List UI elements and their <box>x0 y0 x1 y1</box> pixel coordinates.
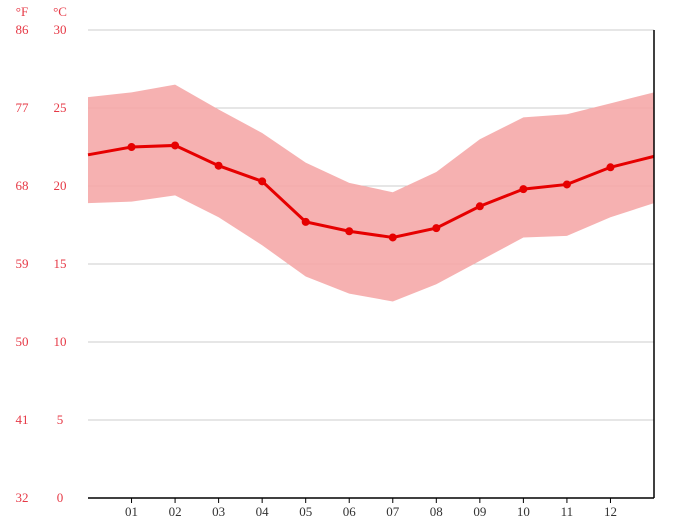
x-axis-label: 11 <box>561 504 574 519</box>
y-axis-c-label: 20 <box>54 178 67 193</box>
chart-svg: 01020304050607080910111232415059687786°F… <box>0 0 680 528</box>
data-point <box>302 218 309 225</box>
y-axis-f-label: 59 <box>16 256 29 271</box>
y-axis-f-label: 68 <box>16 178 29 193</box>
data-point <box>607 164 614 171</box>
y-axis-f-label: 77 <box>16 100 30 115</box>
y-axis-c-label: 0 <box>57 490 64 505</box>
y-axis-c-label: 30 <box>54 22 67 37</box>
data-point <box>476 203 483 210</box>
x-axis-label: 02 <box>169 504 182 519</box>
x-axis-label: 03 <box>212 504 225 519</box>
x-axis-label: 01 <box>125 504 138 519</box>
y-axis-f-label: 50 <box>16 334 29 349</box>
y-axis-f-unit: °F <box>16 4 28 19</box>
y-axis-f-label: 41 <box>16 412 29 427</box>
data-point <box>346 228 353 235</box>
temperature-chart: 01020304050607080910111232415059687786°F… <box>0 0 680 528</box>
data-point <box>172 142 179 149</box>
y-axis-f-label: 32 <box>16 490 29 505</box>
y-axis-c-label: 15 <box>54 256 67 271</box>
x-axis-label: 04 <box>256 504 270 519</box>
x-axis-label: 10 <box>517 504 530 519</box>
x-axis-label: 07 <box>386 504 400 519</box>
y-axis-c-label: 5 <box>57 412 64 427</box>
data-point <box>128 144 135 151</box>
y-axis-f-label: 86 <box>16 22 30 37</box>
x-axis-label: 08 <box>430 504 443 519</box>
data-point <box>520 186 527 193</box>
data-point <box>433 225 440 232</box>
x-axis-label: 09 <box>473 504 486 519</box>
x-axis-label: 06 <box>343 504 357 519</box>
x-axis-label: 05 <box>299 504 312 519</box>
data-point <box>215 162 222 169</box>
x-axis-label: 12 <box>604 504 617 519</box>
y-axis-c-label: 25 <box>54 100 67 115</box>
y-axis-c-unit: °C <box>53 4 67 19</box>
data-point <box>259 178 266 185</box>
temperature-band <box>88 85 654 302</box>
data-point <box>389 234 396 241</box>
data-point <box>563 181 570 188</box>
y-axis-c-label: 10 <box>54 334 67 349</box>
